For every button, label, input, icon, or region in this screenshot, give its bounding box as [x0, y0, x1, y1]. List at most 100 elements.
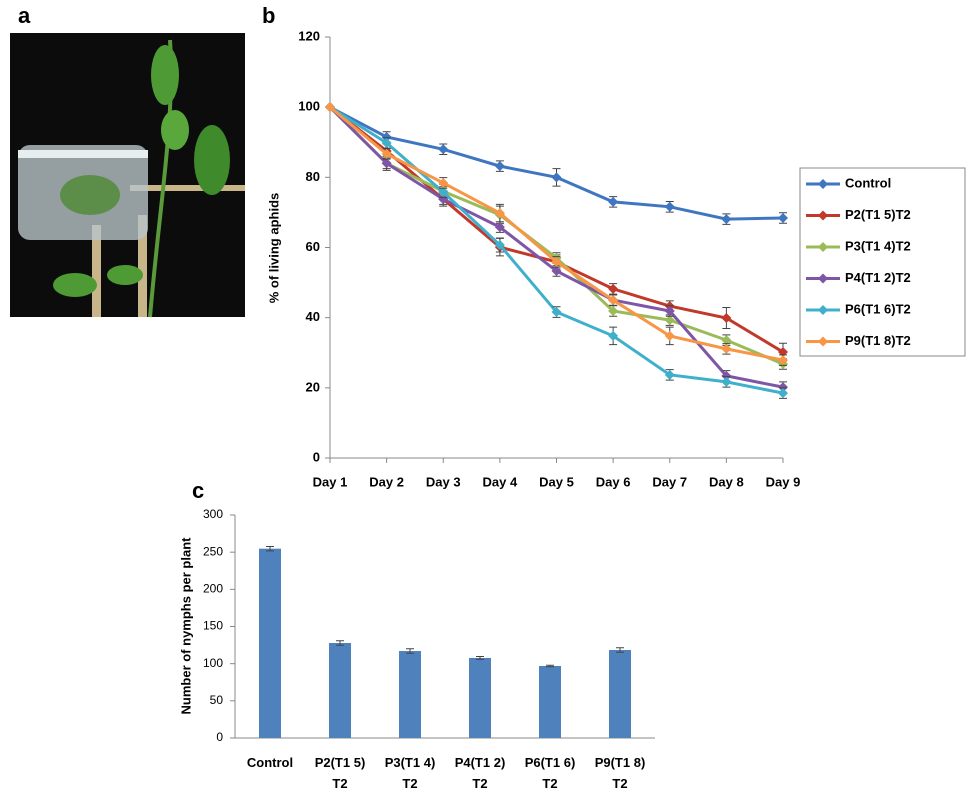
- legend-marker: [818, 336, 828, 347]
- x-tick-label: Day 8: [709, 474, 744, 489]
- y-tick-label: 0: [216, 730, 223, 744]
- point: [381, 148, 392, 159]
- point: [778, 388, 788, 399]
- legend-label: P9(T1 8)T2: [845, 333, 911, 348]
- x-tick-label: P3(T1 4) T2: [384, 755, 436, 791]
- panel-label: b: [262, 3, 275, 28]
- stick: [92, 225, 101, 317]
- x-tick-label: P4(T1 2) T2: [454, 755, 506, 791]
- point: [551, 307, 562, 318]
- series-line: [329, 105, 784, 395]
- point: [608, 283, 619, 294]
- point: [721, 335, 732, 346]
- leaf: [194, 125, 230, 195]
- y-axis-title: % of living aphids: [266, 193, 281, 304]
- leaf: [60, 175, 120, 215]
- leaf: [161, 110, 189, 150]
- legend-label: P6(T1 6)T2: [845, 301, 911, 316]
- x-tick-label: P6(T1 6) T2: [524, 755, 576, 791]
- y-tick-label: 50: [210, 693, 224, 707]
- point: [551, 266, 562, 277]
- series-line: [329, 106, 784, 362]
- x-tick-label: P2(T1 5) T2: [314, 755, 366, 791]
- error-bar: [616, 647, 624, 653]
- y-tick-label: 300: [203, 507, 223, 521]
- point: [551, 172, 562, 183]
- error-bar: [406, 648, 414, 654]
- x-tick-label: Day 6: [596, 474, 631, 489]
- point: [608, 196, 619, 207]
- panel-label: a: [18, 3, 31, 28]
- point: [778, 382, 788, 393]
- y-axis-title: Number of nymphs per plant: [178, 537, 193, 715]
- stick: [130, 185, 245, 191]
- legend-marker: [818, 242, 828, 252]
- point: [721, 343, 732, 354]
- bar: [259, 548, 281, 738]
- point: [664, 306, 675, 317]
- point: [325, 102, 335, 113]
- point: [664, 315, 675, 326]
- y-tick-label: 0: [313, 449, 320, 464]
- legend-marker: [818, 305, 828, 315]
- point: [438, 187, 449, 198]
- bar: [469, 657, 491, 738]
- x-tick-label: Day 2: [369, 474, 404, 489]
- cage-rim: [18, 150, 148, 158]
- legend-box: [799, 167, 966, 357]
- bar: [539, 665, 561, 738]
- y-tick-label: 80: [306, 169, 320, 184]
- error-bar: [476, 655, 484, 660]
- y-tick-label: 100: [203, 656, 223, 670]
- error-bar: [266, 545, 274, 552]
- point: [381, 137, 392, 148]
- point: [721, 313, 732, 324]
- legend-marker: [818, 179, 828, 189]
- bar: [609, 649, 631, 738]
- series-line: [328, 106, 784, 366]
- y-tick-label: 250: [203, 544, 223, 558]
- y-tick-label: 100: [298, 99, 320, 114]
- point: [608, 295, 619, 306]
- point: [381, 131, 392, 142]
- point: [438, 194, 449, 205]
- leaf: [151, 45, 179, 105]
- panel-label: c: [192, 478, 204, 503]
- legend-label: P3(T1 4)T2: [845, 238, 911, 253]
- legend-label: P2(T1 5)T2: [845, 207, 911, 222]
- y-tick-label: 120: [298, 28, 320, 43]
- point: [438, 177, 449, 188]
- point: [664, 201, 675, 212]
- point: [438, 144, 449, 155]
- legend-marker: [818, 273, 828, 284]
- legend-marker: [818, 210, 828, 221]
- x-tick-label: Day 4: [483, 474, 518, 489]
- x-tick-label: Day 7: [652, 474, 687, 489]
- x-tick-label: Control: [246, 755, 294, 770]
- y-tick-label: 150: [203, 619, 223, 633]
- leaf: [107, 265, 143, 285]
- point: [721, 370, 732, 381]
- leaf: [53, 273, 97, 297]
- x-tick-label: Day 1: [313, 474, 348, 489]
- y-tick-label: 200: [203, 582, 223, 596]
- legend-label: Control: [845, 175, 891, 190]
- point: [608, 306, 619, 317]
- point: [721, 214, 732, 225]
- point: [778, 213, 788, 224]
- x-tick-label: P9(T1 8) T2: [594, 755, 646, 791]
- point: [494, 222, 505, 233]
- point: [381, 158, 392, 169]
- x-tick-label: Day 9: [766, 474, 801, 489]
- stick: [138, 215, 147, 317]
- error-bar: [546, 664, 554, 668]
- point: [721, 376, 732, 387]
- x-tick-label: Day 5: [539, 474, 574, 489]
- photo: [10, 33, 245, 318]
- point: [664, 369, 675, 380]
- point: [778, 355, 788, 366]
- series-line: [329, 105, 784, 221]
- point: [664, 330, 675, 341]
